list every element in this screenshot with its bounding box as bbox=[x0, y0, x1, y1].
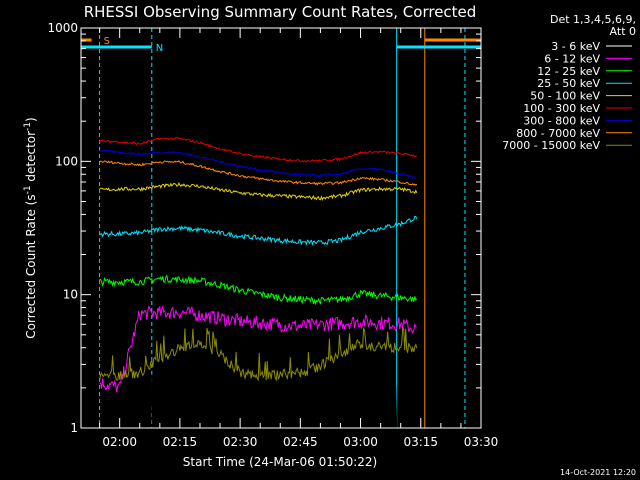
series-line-6 bbox=[99, 136, 418, 163]
y-tick-label: 100 bbox=[55, 154, 78, 168]
series-line-3 bbox=[99, 274, 418, 306]
legend-entry-label: 300 - 800 keV bbox=[523, 114, 600, 127]
x-tick-label: 02:00 bbox=[102, 435, 137, 449]
chart-title: RHESSI Observing Summary Count Rates, Co… bbox=[84, 3, 477, 21]
y-axis-label-sup-2: -1 bbox=[23, 122, 33, 131]
series-line-7 bbox=[99, 149, 418, 180]
y-axis-label-end: ) bbox=[24, 117, 38, 122]
legend-entry-label: 50 - 100 keV bbox=[530, 90, 600, 103]
series-line-9 bbox=[99, 326, 418, 382]
series-line-8 bbox=[99, 160, 418, 186]
legend-entry-label: 7000 - 15000 keV bbox=[502, 139, 600, 152]
y-axis-label-mid: detector bbox=[24, 131, 38, 186]
plot-frame bbox=[80, 27, 482, 429]
x-tick-label: 02:15 bbox=[163, 435, 198, 449]
y-tick-label: 1000 bbox=[47, 21, 78, 35]
series-line-1 bbox=[139, 373, 402, 428]
x-tick-label: 03:30 bbox=[464, 435, 499, 449]
legend-entry-label: 6 - 12 keV bbox=[544, 52, 600, 65]
saa-flag-label: S bbox=[104, 36, 110, 47]
legend-entry-label: 25 - 50 keV bbox=[537, 77, 600, 90]
legend-entry-label: 3 - 6 keV bbox=[551, 40, 600, 53]
legend-entry-label: 12 - 25 keV bbox=[537, 65, 600, 78]
y-axis-label-main: Corrected Count Rate (s bbox=[24, 194, 38, 338]
x-tick-label: 03:00 bbox=[343, 435, 378, 449]
x-tick-label: 03:15 bbox=[403, 435, 438, 449]
series-line-5 bbox=[99, 181, 418, 201]
y-axis-label: Corrected Count Rate (s-1 detector-1) bbox=[23, 117, 38, 338]
x-tick-label: 02:45 bbox=[283, 435, 318, 449]
generation-timestamp: 14-Oct-2021 12:20 bbox=[560, 468, 636, 477]
night-flag-label: N bbox=[156, 43, 163, 54]
y-tick-label: 10 bbox=[63, 288, 78, 302]
legend-entry-label: 100 - 300 keV bbox=[523, 102, 600, 115]
legend-entry-label: 800 - 7000 keV bbox=[516, 127, 600, 140]
x-axis-label: Start Time (24-Mar-06 01:50:22) bbox=[183, 455, 377, 469]
y-axis-label-sup-1: -1 bbox=[23, 185, 33, 194]
legend-header-line: Det 1,3,4,5,6,9, bbox=[550, 13, 636, 26]
y-tick-label: 1 bbox=[70, 421, 78, 435]
series-line-4 bbox=[99, 215, 418, 247]
x-tick-label: 02:30 bbox=[223, 435, 258, 449]
svg-text:Corrected Count Rate (s-1 dete: Corrected Count Rate (s-1 detector-1) bbox=[23, 117, 38, 338]
series-line-2 bbox=[99, 304, 417, 393]
legend-header-line: Att 0 bbox=[610, 25, 636, 38]
